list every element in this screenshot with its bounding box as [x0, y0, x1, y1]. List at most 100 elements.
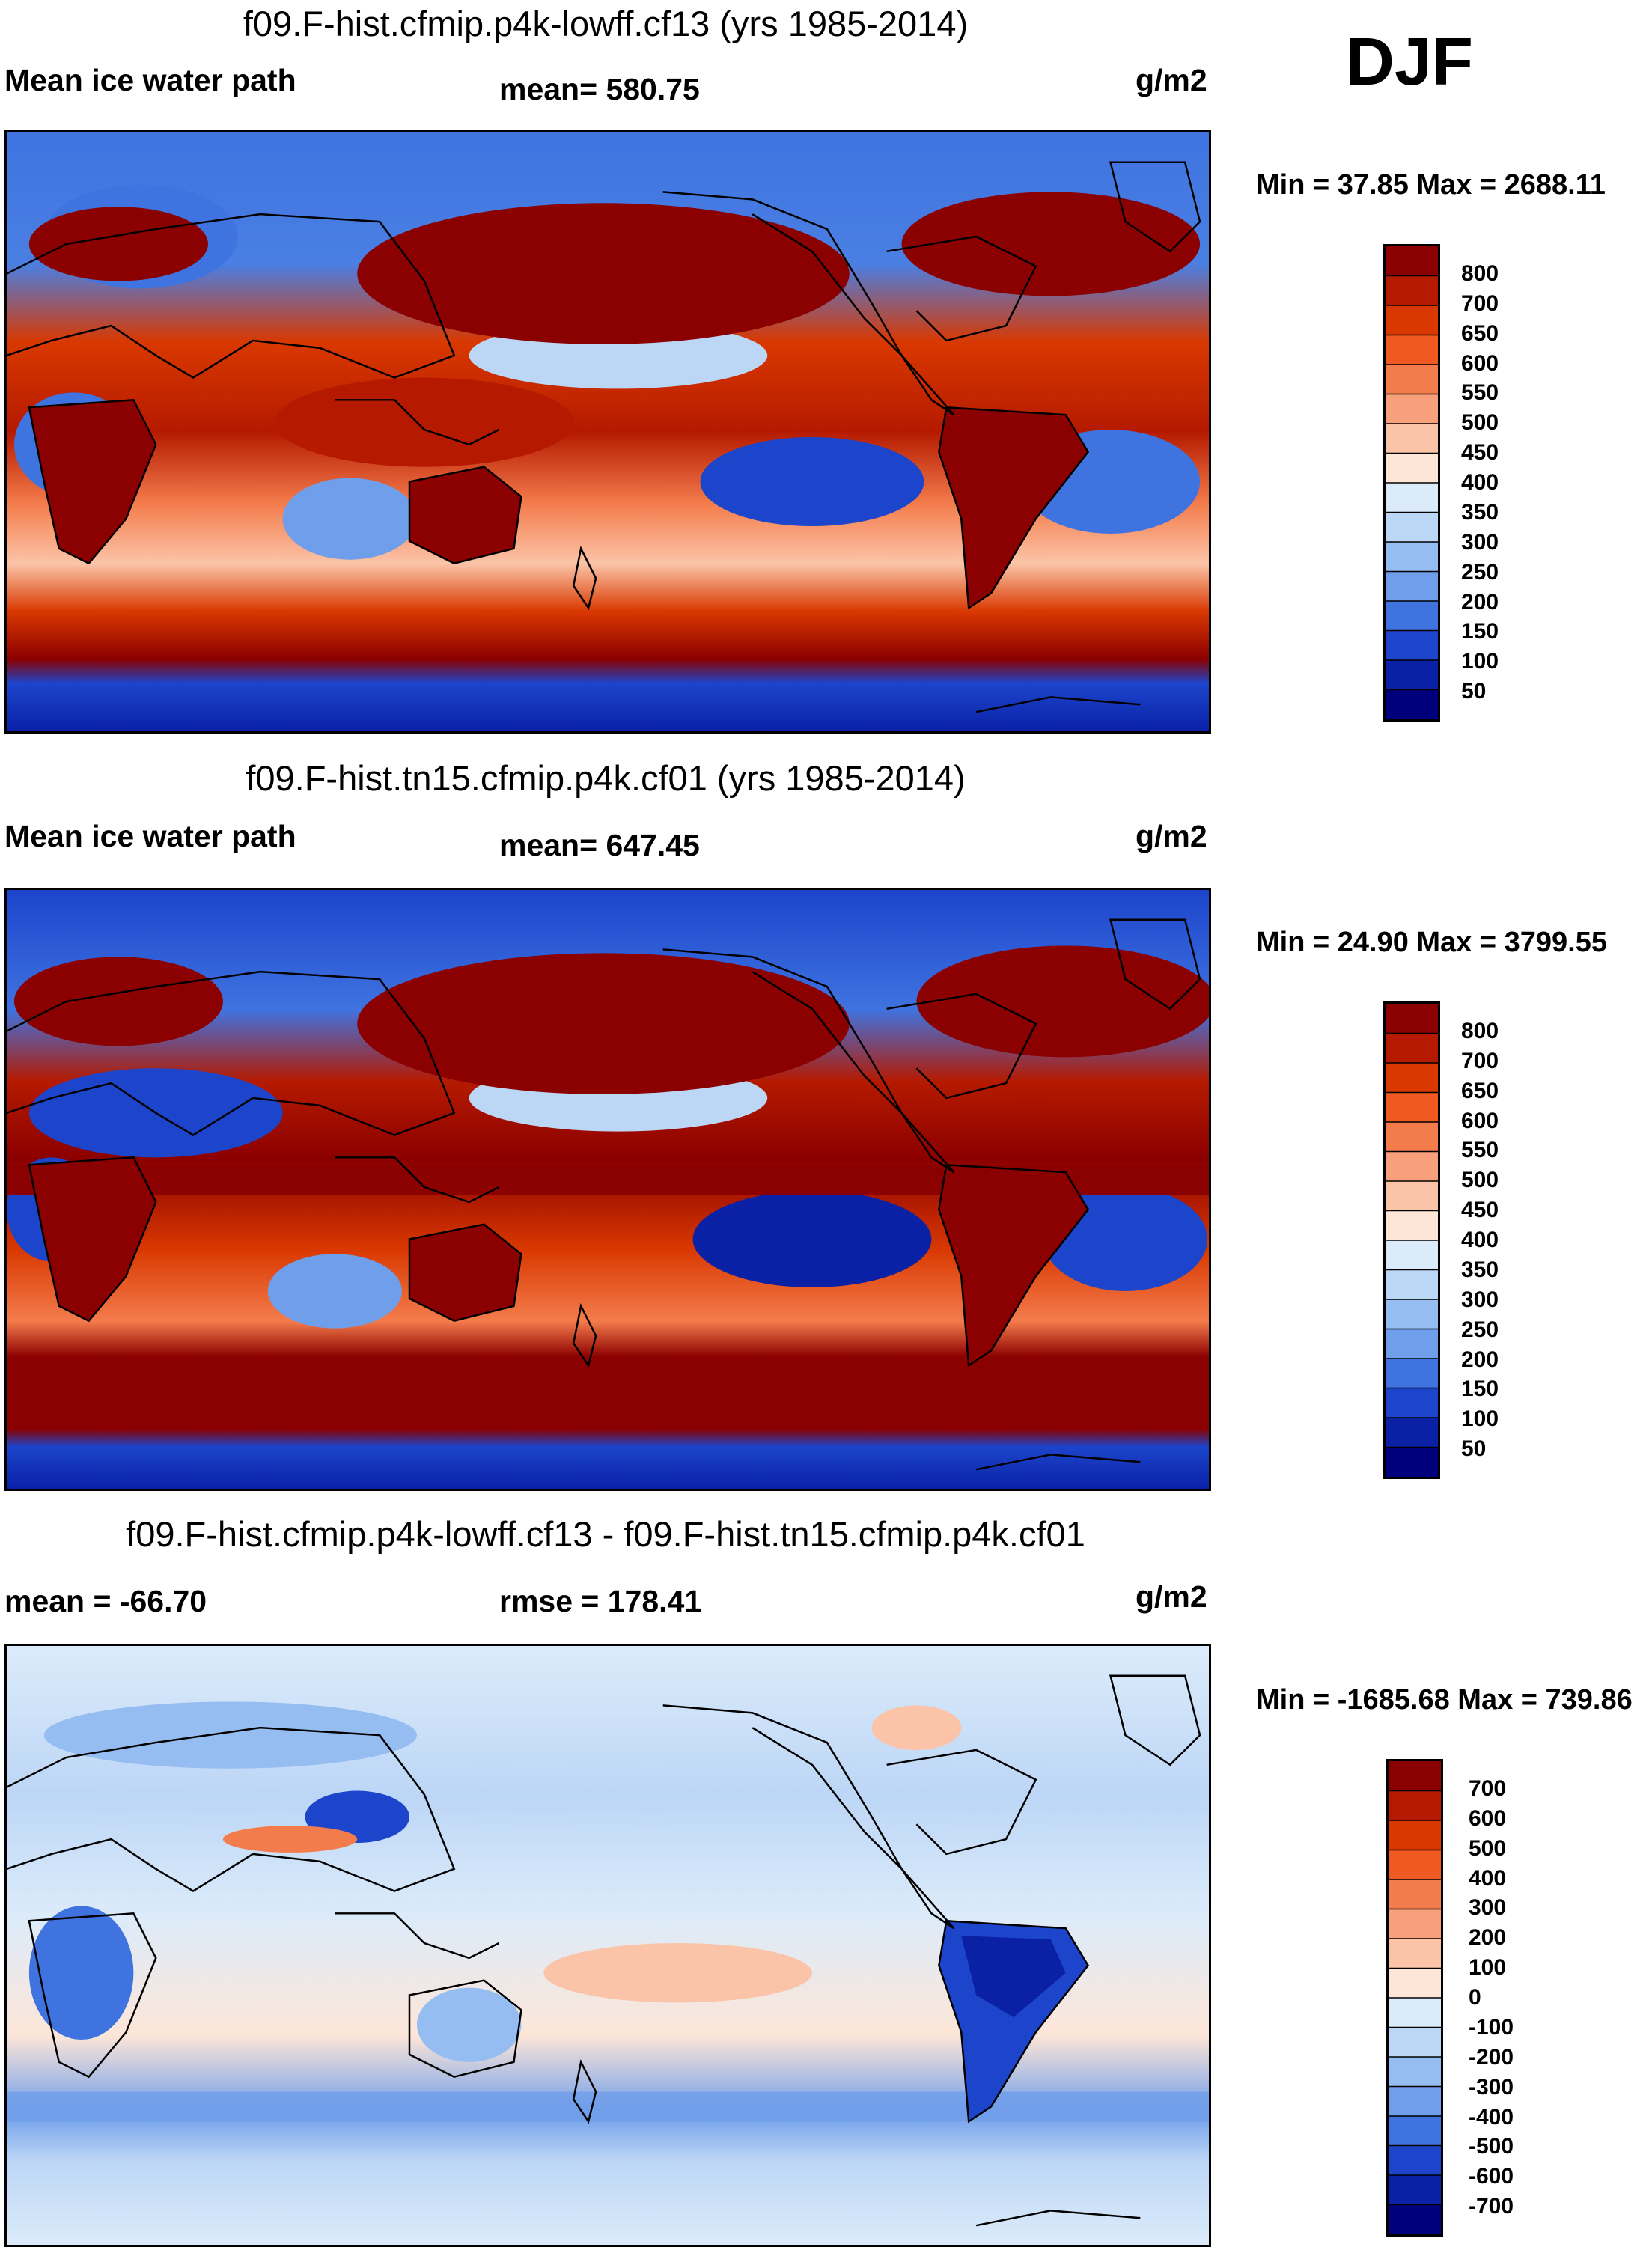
colorbar-tick-label: 650 — [1461, 1078, 1499, 1103]
colorbar-tick-label: -300 — [1469, 2074, 1514, 2100]
colorbar-tick-label: 700 — [1461, 1048, 1499, 1073]
colorbar-swatch — [1389, 1879, 1441, 1909]
colorbar-swatch — [1389, 1761, 1441, 1791]
colorbar-tick-label: -100 — [1469, 2014, 1514, 2040]
colorbar-swatch — [1386, 689, 1438, 719]
colorbar-swatch — [1386, 1092, 1438, 1123]
panel-3-colorbar — [1386, 1759, 1443, 2237]
colorbar-tick-label: 400 — [1461, 1228, 1499, 1252]
colorbar-tick-label: 800 — [1461, 260, 1499, 286]
colorbar-swatch — [1389, 1998, 1441, 2028]
colorbar-swatch — [1386, 542, 1438, 572]
colorbar-tick-label: 700 — [1461, 290, 1499, 316]
colorbar-swatch — [1389, 1850, 1441, 1880]
colorbar-tick-label: 500 — [1461, 1168, 1499, 1193]
colorbar-swatch — [1386, 660, 1438, 690]
colorbar-swatch — [1386, 1240, 1438, 1270]
colorbar-tick-label: -500 — [1469, 2134, 1514, 2159]
panel-2-landmass-australia — [409, 1224, 522, 1321]
panel-2-field-patch — [357, 953, 850, 1094]
colorbar-tick-label: 150 — [1461, 619, 1499, 644]
colorbar-swatch — [1386, 1447, 1438, 1477]
panel-2-field-patch — [13, 957, 223, 1046]
panel-2-coastlines — [7, 918, 1201, 1471]
panel-1-colorbar — [1383, 244, 1440, 722]
colorbar-tick-label: 450 — [1461, 440, 1499, 466]
panel-3-minmax: Min = -1685.68 Max = 739.86 — [1256, 1684, 1633, 1716]
panel-1-mean-label: mean= 580.75 — [499, 72, 700, 106]
colorbar-tick-label: 700 — [1469, 1775, 1507, 1801]
panel-2-map-svg — [7, 890, 1209, 1489]
colorbar-tick-label: 600 — [1461, 1108, 1499, 1133]
colorbar-swatch — [1389, 2027, 1441, 2058]
colorbar-swatch — [1386, 305, 1438, 335]
colorbar-swatch — [1386, 1269, 1438, 1300]
panel-1-field-patch — [700, 436, 924, 527]
colorbar-swatch — [1386, 1063, 1438, 1093]
panel-1-minmax: Min = 37.85 Max = 2688.11 — [1256, 169, 1606, 201]
colorbar-swatch — [1389, 1968, 1441, 1999]
colorbar-swatch — [1386, 1033, 1438, 1064]
colorbar-swatch — [1386, 601, 1438, 631]
colorbar-swatch — [1386, 335, 1438, 365]
colorbar-swatch — [1386, 1181, 1438, 1211]
panel-2-field-patch — [692, 1190, 932, 1288]
colorbar-tick-label: 550 — [1461, 380, 1499, 406]
panel-1-landmass-south-america — [939, 407, 1088, 609]
colorbar-tick-label: 300 — [1461, 529, 1499, 555]
colorbar-swatch — [1386, 1418, 1438, 1448]
colorbar-swatch — [1386, 630, 1438, 661]
panel-3-field-patch — [28, 1906, 134, 2040]
panel-1-map — [4, 130, 1211, 734]
colorbar-tick-label: -700 — [1469, 2194, 1514, 2219]
colorbar-swatch — [1389, 1790, 1441, 1821]
panel-1-field-patch — [901, 192, 1201, 296]
panel-2-units-label: g/m2 — [1136, 819, 1207, 853]
panel-2-landmass-africa — [28, 1157, 156, 1321]
panel-2-colorbar-svg — [1386, 1004, 1438, 1477]
panel-3-field-patch — [416, 1987, 522, 2062]
panel-1-field-patch — [275, 377, 574, 467]
colorbar-swatch — [1386, 483, 1438, 513]
colorbar-swatch — [1386, 246, 1438, 276]
colorbar-swatch — [1389, 2057, 1441, 2087]
panel-3-field-patch — [543, 1943, 812, 2003]
colorbar-tick-label: 350 — [1461, 499, 1499, 525]
colorbar-swatch — [1389, 2145, 1441, 2176]
panel-3-field-patch — [961, 1936, 1066, 2018]
colorbar-swatch — [1386, 394, 1438, 424]
panel-3-field-patch — [871, 1705, 962, 1750]
colorbar-swatch — [1386, 512, 1438, 543]
colorbar-swatch — [1386, 1329, 1438, 1359]
panel-3-field-patch — [222, 1826, 358, 1853]
panel-1-units-label: g/m2 — [1136, 63, 1207, 97]
panel-2-mean-label: mean= 647.45 — [499, 828, 700, 862]
colorbar-tick-label: 250 — [1461, 559, 1499, 585]
panel-1-map-svg — [7, 132, 1209, 731]
colorbar-tick-label: 100 — [1461, 1406, 1499, 1432]
colorbar-tick-label: 300 — [1461, 1287, 1499, 1312]
colorbar-swatch — [1386, 424, 1438, 454]
panel-3-units-label: g/m2 — [1136, 1579, 1207, 1614]
panel-3-title: f09.F-hist.cfmip.p4k-lowff.cf13 - f09.F-… — [126, 1514, 1085, 1554]
season-label: DJF — [1346, 25, 1474, 100]
colorbar-tick-label: 150 — [1461, 1377, 1499, 1402]
colorbar-tick-label: 250 — [1461, 1317, 1499, 1342]
panel-3-coastlines — [7, 1674, 1201, 2227]
panel-3-map-svg — [7, 1646, 1209, 2245]
panel-3-field-band — [7, 2091, 1209, 2122]
colorbar-tick-label: 50 — [1461, 679, 1487, 704]
colorbar-tick-label: 600 — [1461, 350, 1499, 376]
colorbar-tick-label: -400 — [1469, 2104, 1514, 2129]
colorbar-tick-label: 650 — [1461, 320, 1499, 346]
colorbar-tick-label: 500 — [1469, 1835, 1507, 1861]
colorbar-tick-label: 50 — [1461, 1436, 1487, 1462]
colorbar-tick-label: 100 — [1461, 649, 1499, 674]
colorbar-tick-label: 400 — [1469, 1865, 1507, 1891]
panel-1-field-patch — [28, 207, 208, 281]
panel-1-field-patch — [282, 478, 417, 560]
colorbar-tick-label: 200 — [1469, 1925, 1507, 1951]
colorbar-tick-label: 0 — [1469, 1985, 1481, 2010]
colorbar-tick-label: -200 — [1469, 2044, 1514, 2070]
colorbar-tick-label: 450 — [1461, 1198, 1499, 1223]
